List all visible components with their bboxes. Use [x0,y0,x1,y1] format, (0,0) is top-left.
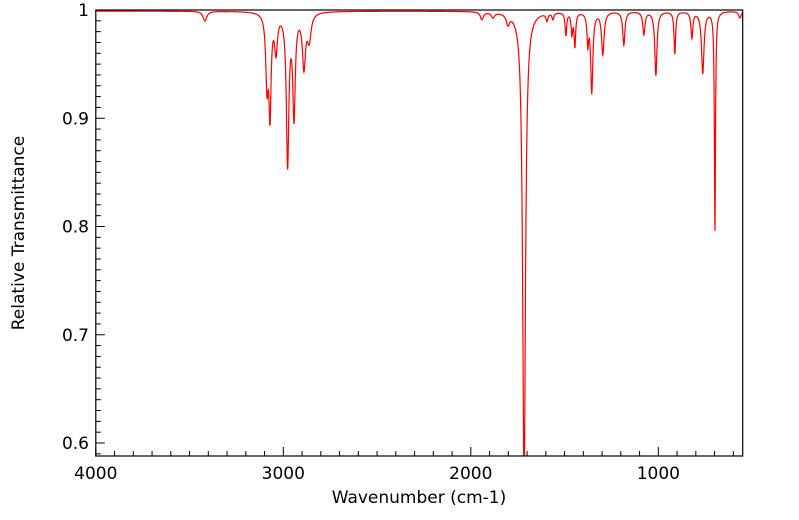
y-tick-label: 0.6 [62,434,89,454]
x-tick-labels: 4000 3000 2000 1000 [74,464,680,484]
y-axis-label: Relative Transmittance [9,136,29,331]
x-axis-ticks [95,447,734,456]
x-tick-label: 4000 [74,464,117,484]
y-tick-label: 0.9 [62,109,89,129]
x-axis-label: Wavenumber (cm-1) [332,488,507,508]
x-tick-label: 2000 [449,464,492,484]
y-tick-label: 0.8 [62,218,89,238]
y-tick-labels: 1 0.9 0.8 0.7 0.6 [62,1,89,454]
y-tick-label: 1 [78,1,89,21]
x-tick-label: 3000 [262,464,305,484]
y-axis-ticks [95,9,105,455]
plot-frame [95,9,744,457]
spectrum-line [95,10,743,456]
x-tick-label: 1000 [637,464,680,484]
y-tick-label: 0.7 [62,326,89,346]
